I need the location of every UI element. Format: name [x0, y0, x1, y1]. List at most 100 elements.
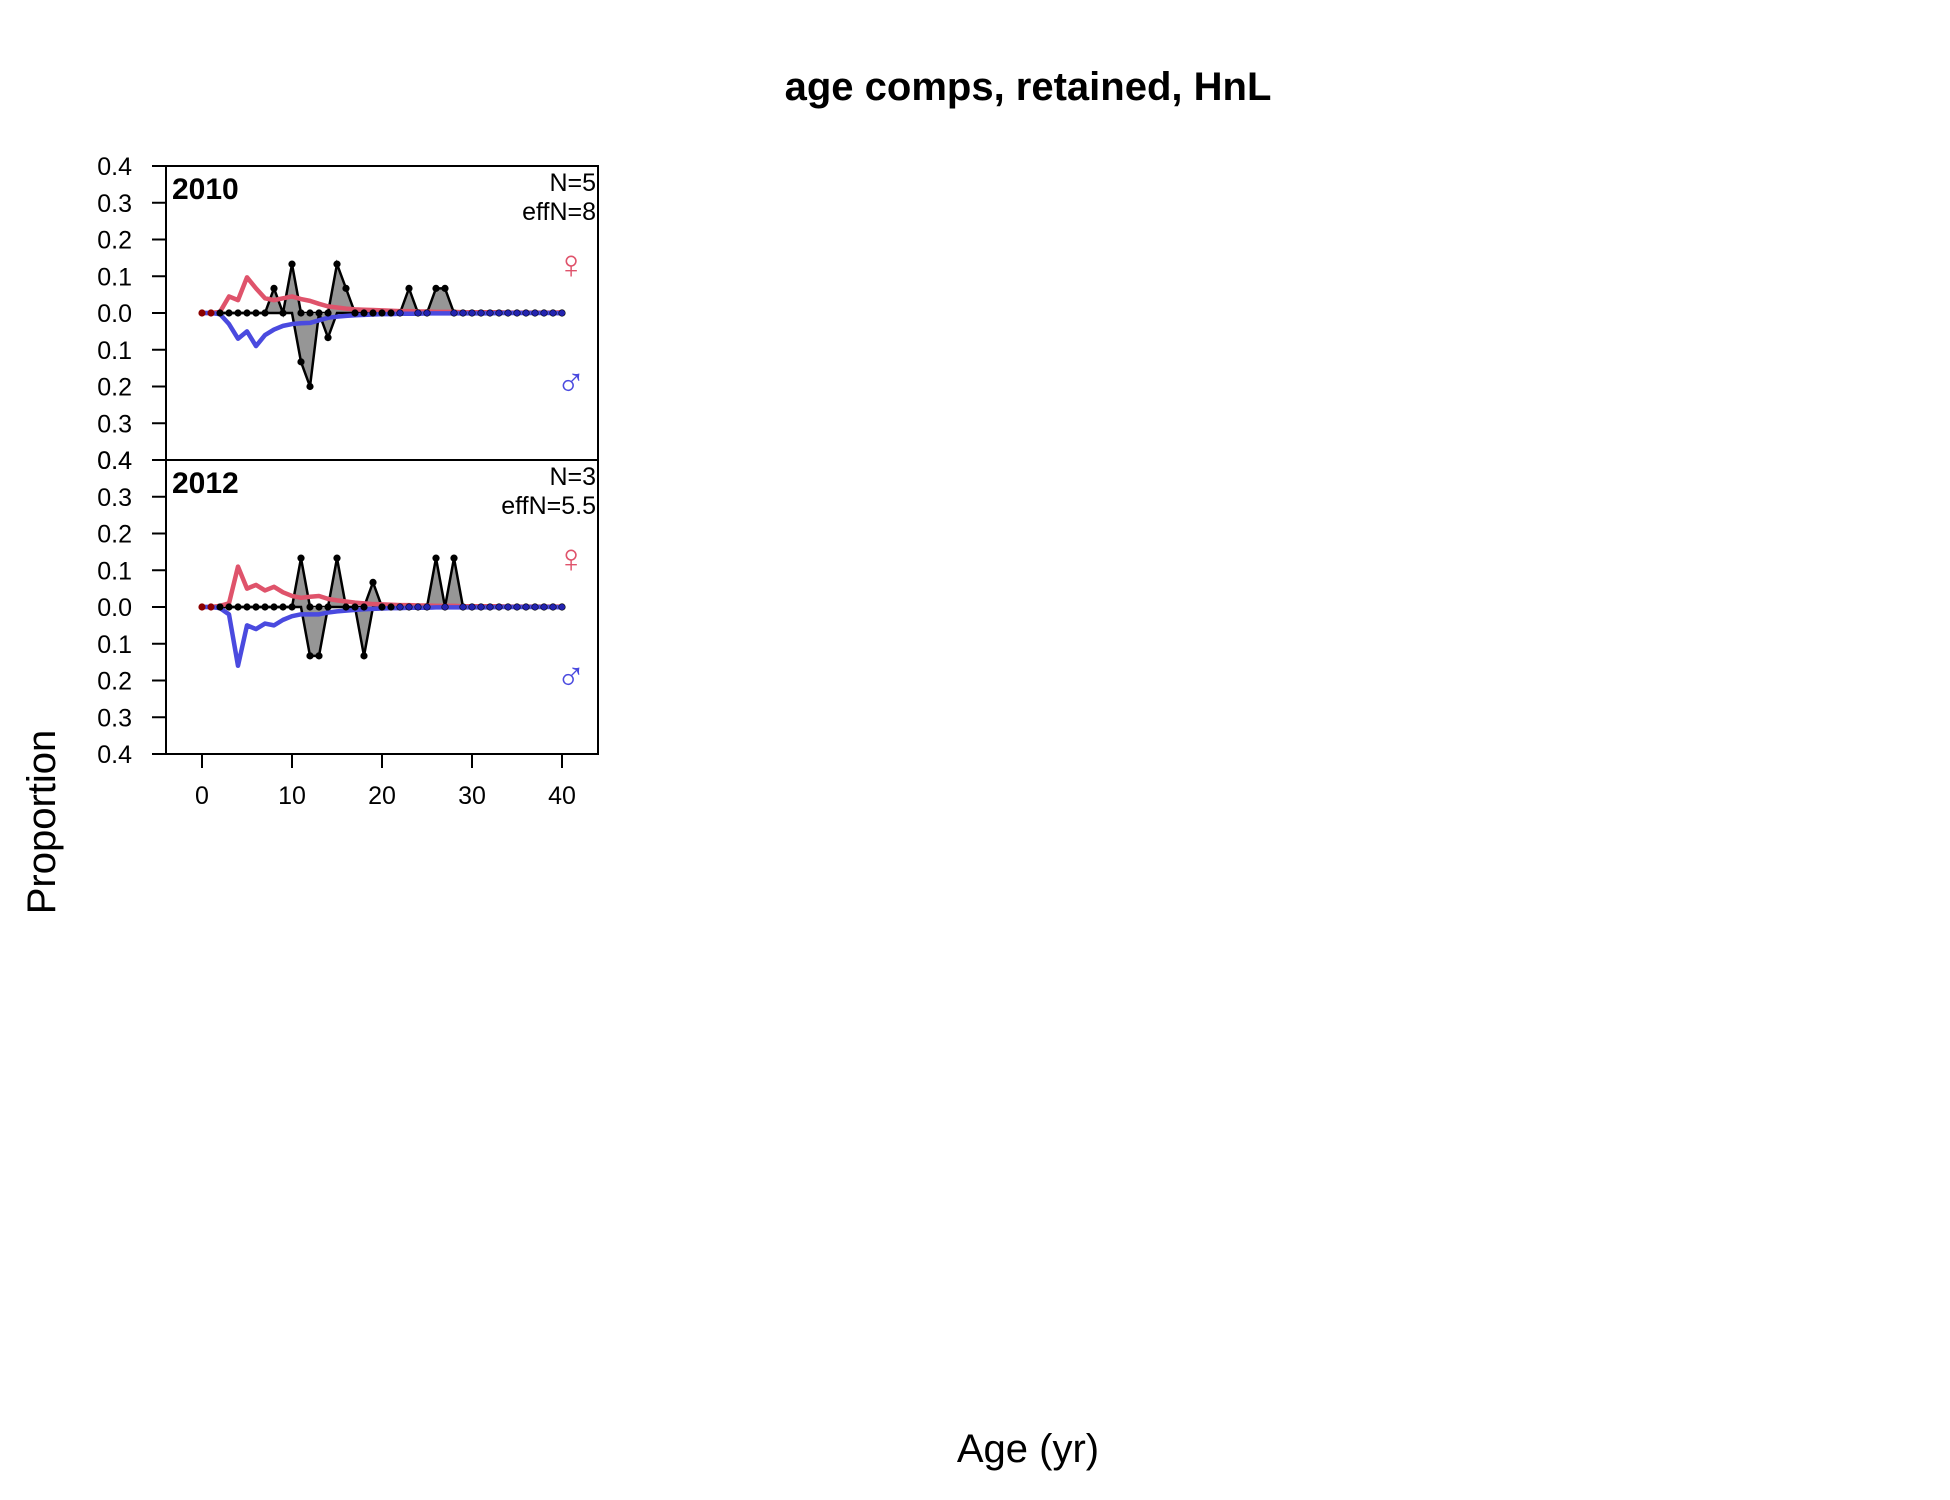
observed-point-female [378, 603, 386, 611]
observed-area-female [202, 264, 562, 313]
observed-point-female [351, 309, 359, 317]
zero-point [442, 604, 448, 610]
observed-point-female [252, 309, 260, 317]
zero-point [460, 310, 466, 316]
expected-line-female [202, 275, 563, 316]
zero-point [505, 310, 511, 316]
y-tick-label: 0.2 [97, 668, 132, 696]
zero-point [424, 604, 430, 610]
observed-point-female [351, 603, 359, 611]
observed-point-female [225, 603, 233, 611]
observed-point-male [360, 652, 368, 660]
x-tick-label: 30 [458, 782, 486, 810]
observed-point-female [261, 309, 269, 317]
observed-point-female [279, 309, 287, 317]
zero-point [460, 604, 466, 610]
observed-point-female [243, 603, 251, 611]
male-symbol-icon: ♂ [556, 655, 586, 699]
zero-point [478, 604, 484, 610]
observed-point-female [315, 309, 323, 317]
observed-point-female [234, 309, 242, 317]
x-tick-label: 0 [195, 782, 209, 810]
observed-point-female [288, 260, 296, 268]
zero-point [541, 604, 547, 610]
observed-point-female [306, 603, 314, 611]
observed-point-female [450, 554, 458, 562]
x-axis-label: Age (yr) [957, 1427, 1099, 1471]
y-tick-label: 0.1 [97, 337, 132, 365]
observed-point-female [234, 603, 242, 611]
zero-point [541, 310, 547, 316]
y-tick-label: 0.3 [97, 410, 132, 438]
x-tick-label: 10 [278, 782, 306, 810]
observed-point-female [324, 309, 332, 317]
observed-point-female [279, 603, 287, 611]
zero-point [550, 310, 556, 316]
observed-area-male [202, 313, 562, 387]
panel-2012: 0.4 0.3 0.2 0.1 0.0 0.1 0.2 0.3 0.4 2012 N=3effN=5… [97, 447, 599, 810]
zero-point [550, 604, 556, 610]
observed-point-female [360, 603, 368, 611]
observed-line-male [202, 605, 562, 658]
observed-point-female [252, 603, 260, 611]
observed-point-female [198, 309, 206, 317]
y-tick-label: 0.4 [97, 447, 132, 475]
y-tick-label: 0.1 [97, 631, 132, 659]
observed-point-female [288, 603, 296, 611]
panel-year-label: 2010 [172, 173, 239, 206]
zero-point [559, 310, 565, 316]
observed-point-female [216, 603, 224, 611]
observed-point-female [333, 554, 341, 562]
zero-point [478, 310, 484, 316]
observed-line-male [202, 311, 562, 387]
observed-point-male [324, 334, 332, 342]
observed-point-female [342, 284, 350, 292]
observed-point-male [306, 652, 314, 660]
panel-year-label: 2012 [172, 467, 239, 500]
observed-point-female [261, 603, 269, 611]
expected-line-male [202, 604, 563, 669]
y-tick-label: 0.3 [97, 704, 132, 732]
observed-point-female [405, 284, 413, 292]
observed-point-female [207, 309, 215, 317]
zero-point [559, 604, 565, 610]
y-tick-label: 0.3 [97, 190, 132, 218]
zero-point [397, 310, 403, 316]
observed-point-male [306, 382, 314, 391]
zero-point [451, 310, 457, 316]
observed-area-female [202, 558, 562, 607]
y-tick-label: 0.0 [97, 594, 132, 622]
zero-point [532, 604, 538, 610]
observed-point-female [297, 554, 305, 562]
observed-point-female [297, 309, 305, 317]
observed-point-female [387, 603, 395, 611]
y-tick-label: 0.1 [97, 263, 132, 291]
zero-point [487, 604, 493, 610]
female-symbol-icon: ♀ [556, 243, 586, 287]
zero-point [415, 604, 421, 610]
observed-point-female [378, 309, 386, 317]
zero-point [406, 604, 412, 610]
zero-point [487, 310, 493, 316]
zero-point [415, 310, 421, 316]
zero-point [514, 310, 520, 316]
zero-point [469, 604, 475, 610]
zero-point [469, 310, 475, 316]
observed-point-female [441, 284, 449, 292]
observed-point-female [432, 284, 440, 292]
zero-point [514, 604, 520, 610]
observed-point-female [342, 603, 350, 611]
zero-point [532, 310, 538, 316]
y-tick-label: 0.1 [97, 557, 132, 585]
zero-point [505, 604, 511, 610]
observed-point-female [243, 309, 251, 317]
panel-2010: 0.4 0.3 0.2 0.1 0.0 0.1 0.2 0.3 0.4 2010 N=5effN=8… [97, 153, 599, 475]
observed-point-female [198, 603, 206, 611]
y-tick-label: 0.0 [97, 300, 132, 328]
observed-point-female [306, 309, 314, 317]
zero-point [523, 310, 529, 316]
x-tick-label: 40 [548, 782, 576, 810]
observed-area-male [202, 607, 562, 656]
